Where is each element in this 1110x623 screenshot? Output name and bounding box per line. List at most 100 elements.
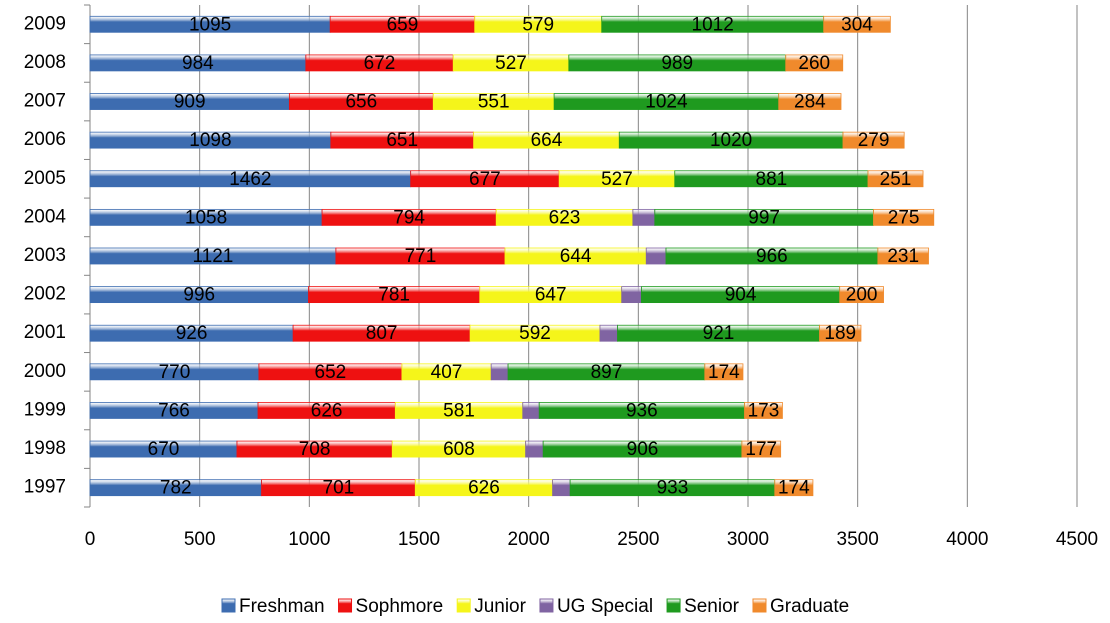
y-tick-label: 1997	[24, 477, 66, 498]
data-label: 1058	[185, 207, 227, 228]
legend-swatch	[752, 598, 767, 613]
bar-segment	[621, 286, 642, 304]
y-tick-label: 2003	[24, 245, 66, 266]
y-tick-label: 2006	[24, 129, 66, 150]
bar-segment	[842, 131, 905, 149]
bar-segment	[867, 170, 924, 188]
data-label: 781	[378, 285, 410, 306]
data-label: 581	[443, 400, 475, 421]
y-tick-label: 2007	[24, 91, 66, 112]
bar-segment	[839, 286, 884, 304]
data-label: 1095	[189, 14, 231, 35]
data-label: 921	[703, 323, 735, 344]
data-label: 670	[148, 439, 180, 460]
bar-segment	[552, 479, 571, 497]
data-label: 936	[626, 400, 658, 421]
bar-segment	[490, 363, 509, 381]
data-label: 966	[756, 246, 788, 267]
data-label: 626	[311, 400, 343, 421]
data-label: 279	[858, 130, 890, 151]
bar-segment	[525, 440, 544, 458]
data-label: 527	[495, 53, 527, 74]
y-tick-label: 1999	[24, 399, 66, 420]
data-label: 881	[756, 169, 788, 190]
x-tick-label: 4500	[1056, 529, 1098, 550]
data-label: 1098	[189, 130, 231, 151]
data-label: 766	[158, 400, 190, 421]
data-label: 626	[468, 478, 500, 499]
x-tick-label: 2500	[617, 529, 659, 550]
x-tick-label: 0	[85, 529, 96, 550]
data-label: 251	[880, 169, 912, 190]
legend-label: Senior	[684, 596, 740, 617]
data-label: 592	[519, 323, 551, 344]
bar-segment	[873, 208, 935, 226]
x-tick-label: 1500	[398, 529, 440, 550]
x-tick-label: 2000	[508, 529, 550, 550]
bar-segment	[632, 208, 656, 226]
bar-segment	[744, 402, 783, 419]
bar-segment	[823, 15, 891, 33]
bar-segment	[819, 324, 862, 342]
data-label: 664	[531, 130, 563, 151]
x-tick-label: 3500	[837, 529, 879, 550]
bar-segment	[785, 54, 844, 72]
data-label: 659	[387, 14, 419, 35]
data-label: 177	[745, 439, 777, 460]
data-label: 906	[627, 439, 659, 460]
legend-swatch	[539, 598, 554, 613]
data-label: 1012	[692, 14, 734, 35]
bar-segment	[704, 363, 744, 381]
bar-segment	[778, 93, 842, 110]
x-tick-label: 500	[184, 529, 216, 550]
data-label: 174	[778, 478, 810, 499]
data-label: 1121	[193, 246, 234, 267]
data-label: 608	[443, 439, 475, 460]
data-label: 770	[159, 362, 191, 383]
data-label: 1462	[229, 169, 271, 190]
bar-segment	[645, 247, 667, 265]
data-label: 260	[798, 53, 830, 74]
legend-swatch	[456, 598, 471, 613]
data-label: 174	[708, 362, 740, 383]
legend-label: Freshman	[239, 596, 325, 617]
data-label: 708	[299, 439, 331, 460]
data-label: 989	[661, 53, 693, 74]
data-label: 652	[315, 362, 347, 383]
legend-swatch	[338, 598, 353, 613]
data-label: 623	[549, 207, 581, 228]
x-tick-label: 3000	[727, 529, 769, 550]
x-tick-label: 1000	[288, 529, 330, 550]
data-label: 579	[522, 14, 554, 35]
data-label: 173	[748, 400, 780, 421]
data-label: 701	[323, 478, 355, 499]
data-label: 672	[364, 53, 396, 74]
legend-label: Sophmore	[356, 596, 444, 617]
bar-segment	[599, 324, 618, 342]
data-label: 926	[176, 323, 208, 344]
y-tick-label: 2001	[24, 322, 66, 343]
data-label: 407	[431, 362, 463, 383]
data-label: 997	[748, 207, 780, 228]
data-label: 551	[478, 92, 510, 113]
data-label: 933	[657, 478, 689, 499]
bar-segment	[774, 479, 814, 497]
data-label: 527	[601, 169, 633, 190]
data-label: 1020	[710, 130, 752, 151]
data-label: 904	[725, 285, 757, 306]
y-tick-label: 2005	[24, 168, 66, 189]
data-label: 996	[183, 285, 215, 306]
data-label: 651	[386, 130, 418, 151]
data-label: 794	[393, 207, 425, 228]
y-tick-label: 2009	[24, 13, 66, 34]
legend-label: UG Special	[557, 596, 653, 617]
x-tick-label: 4000	[946, 529, 988, 550]
data-label: 984	[182, 53, 214, 74]
bar-segment	[741, 440, 782, 458]
data-label: 782	[160, 478, 192, 499]
bar-segment	[522, 402, 540, 419]
data-label: 644	[560, 246, 592, 267]
data-label: 677	[469, 169, 501, 190]
y-tick-label: 1998	[24, 438, 66, 459]
